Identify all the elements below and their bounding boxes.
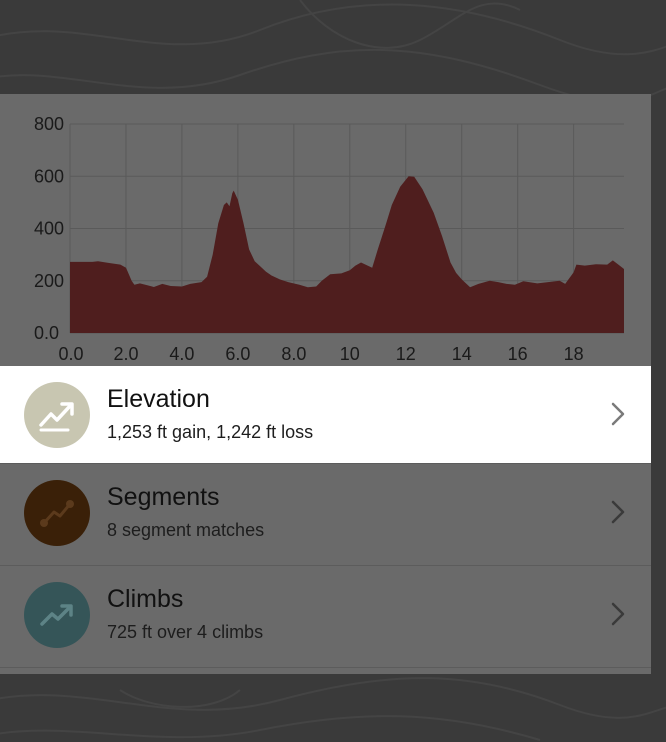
- x-tick-label: 6.0: [225, 344, 250, 364]
- y-tick-label: 0.0: [34, 323, 59, 343]
- row-divider: [0, 667, 651, 668]
- elevation-area: [70, 176, 624, 333]
- segments-title: Segments: [107, 483, 220, 511]
- y-tick-label: 400: [34, 219, 64, 239]
- trending-up-icon: [39, 401, 74, 431]
- climb-icon: [40, 603, 73, 626]
- elevation-profile-chart: 0.0 200 400 600 800 0.0 2.0 4.0 6.0 8.0 10 12 14 16 18: [34, 114, 624, 364]
- chevron-right-icon: [611, 500, 625, 524]
- x-tick-label: 2.0: [113, 344, 138, 364]
- segments-icon-circle: [24, 479, 90, 546]
- x-tick-label: 14: [452, 344, 472, 364]
- segments-subtitle: 8 segment matches: [107, 520, 265, 540]
- x-tick-label: 0.0: [58, 344, 83, 364]
- segment-icon: [40, 499, 74, 527]
- x-tick-label: 4.0: [169, 344, 194, 364]
- x-tick-label: 10: [340, 344, 360, 364]
- elevation-icon-circle: [24, 381, 90, 448]
- elevation-panel: 0.0 200 400 600 800 0.0 2.0 4.0 6.0 8.0 10 12 14 16 18…: [0, 94, 651, 674]
- elevation-subtitle: 1,253 ft gain, 1,242 ft loss: [107, 422, 314, 442]
- climbs-row[interactable]: Climbs 725 ft over 4 climbs: [0, 566, 651, 663]
- climbs-title: Climbs: [107, 585, 184, 613]
- climbs-subtitle: 725 ft over 4 climbs: [107, 622, 264, 642]
- y-tick-label: 800: [34, 114, 64, 134]
- x-tick-label: 8.0: [281, 344, 306, 364]
- y-tick-label: 600: [34, 166, 64, 186]
- segments-row[interactable]: Segments 8 segment matches: [0, 464, 651, 561]
- x-tick-label: 16: [508, 344, 528, 364]
- climbs-icon-circle: [24, 581, 90, 648]
- row-divider: [0, 463, 651, 464]
- row-divider: [0, 565, 651, 566]
- x-tick-label: 12: [396, 344, 416, 364]
- elevation-title: Elevation: [107, 385, 210, 413]
- y-tick-label: 200: [34, 271, 64, 291]
- elevation-row[interactable]: Elevation 1,253 ft gain, 1,242 ft loss: [0, 366, 651, 463]
- chevron-right-icon: [611, 402, 625, 426]
- elevation-chart: 0.0 200 400 600 800 0.0 2.0 4.0 6.0 8.0 10 12 14 16 18: [0, 94, 651, 366]
- x-tick-label: 18: [564, 344, 584, 364]
- chevron-right-icon: [611, 602, 625, 626]
